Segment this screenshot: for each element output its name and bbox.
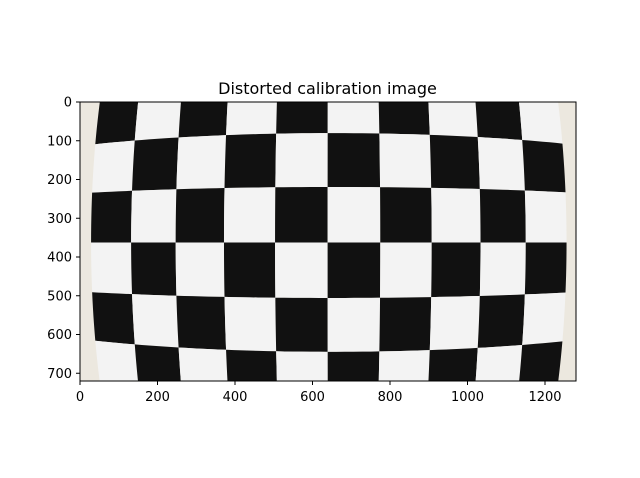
checker-square-light [92, 140, 135, 193]
checker-square-dark [131, 242, 177, 296]
chart-title: Distorted calibration image [218, 79, 437, 98]
checker-square-dark [379, 297, 432, 352]
checker-square-light [223, 187, 276, 243]
checker-square-dark [95, 102, 139, 145]
checker-square-dark [134, 344, 181, 381]
checker-square-dark [327, 351, 380, 381]
checker-square-light [429, 295, 480, 351]
axes-frame [79, 101, 577, 382]
checker-square-light [178, 347, 228, 381]
checker-square-dark [380, 187, 432, 243]
checker-square-dark [276, 102, 328, 134]
checker-square-light [477, 137, 525, 191]
checker-square-light [378, 350, 430, 381]
checker-square-dark [275, 186, 328, 243]
checker-square-light [479, 242, 526, 296]
checker-square-light [327, 102, 380, 134]
x-tick-label: 800 [378, 390, 403, 405]
checker-square-dark [178, 102, 228, 138]
checker-square-dark [132, 137, 179, 191]
checker-square-dark [519, 341, 563, 381]
checker-square-light [226, 102, 277, 136]
checker-square-dark [275, 297, 328, 352]
checker-square-light [224, 296, 277, 352]
checker-square-light [275, 133, 328, 188]
checker-square-dark [327, 133, 381, 188]
checker-square-light [327, 297, 381, 352]
x-tick-label: 1000 [451, 390, 484, 405]
checker-square-light [379, 133, 432, 188]
checker-square-light [91, 242, 133, 295]
x-tick-label: 400 [223, 390, 248, 405]
checker-square-light [134, 102, 181, 141]
calibration-image [80, 102, 576, 381]
checker-square-dark [431, 242, 481, 298]
checker-square-dark [175, 188, 225, 243]
checker-square-dark [226, 349, 277, 381]
checker-square-dark [223, 242, 276, 298]
checker-square-dark [477, 294, 525, 348]
y-tick-label: 500 [47, 289, 72, 304]
checker-square-dark [378, 102, 430, 135]
x-axis: 0 200 400 600 800 1000 1200 [76, 381, 562, 405]
y-axis: 0 100 200 300 400 500 600 700 [47, 96, 80, 382]
checker-square-dark [429, 134, 480, 190]
checker-square-dark [224, 133, 277, 189]
checker-square-dark [428, 347, 478, 381]
checker-square-dark [524, 242, 567, 295]
checker-square-dark [479, 189, 526, 243]
x-tick-label: 1200 [528, 390, 561, 405]
checker-square-light [518, 102, 563, 144]
checker-square-dark [522, 139, 566, 193]
y-tick-label: 100 [47, 134, 72, 149]
checker-square-light [431, 187, 481, 243]
checker-square-light [428, 102, 478, 138]
checker-square-light [95, 340, 138, 381]
checker-square-light [131, 189, 177, 243]
checker-square-light [524, 190, 567, 243]
checker-square-dark [475, 102, 523, 140]
checker-square-light [176, 135, 227, 190]
x-tick-label: 200 [145, 390, 170, 405]
checker-square-dark [327, 242, 381, 298]
x-tick-label: 600 [300, 390, 325, 405]
y-tick-label: 700 [47, 367, 72, 382]
y-tick-label: 0 [64, 96, 72, 111]
checker-square-light [327, 186, 381, 243]
checker-square-dark [92, 292, 135, 345]
checker-square-light [475, 344, 523, 381]
checker-square-light [132, 294, 179, 348]
checker-square-light [522, 292, 566, 345]
y-tick-label: 400 [47, 251, 72, 266]
y-tick-label: 200 [47, 173, 72, 188]
y-tick-label: 600 [47, 328, 72, 343]
checker-square-light [275, 242, 328, 298]
x-tick-label: 0 [76, 390, 84, 405]
checker-square-light [175, 242, 225, 297]
checker-square-light [380, 242, 432, 298]
checker-square-dark [91, 190, 133, 243]
y-tick-label: 300 [47, 212, 72, 227]
checker-square-light [276, 351, 328, 381]
checker-square-dark [176, 295, 227, 350]
